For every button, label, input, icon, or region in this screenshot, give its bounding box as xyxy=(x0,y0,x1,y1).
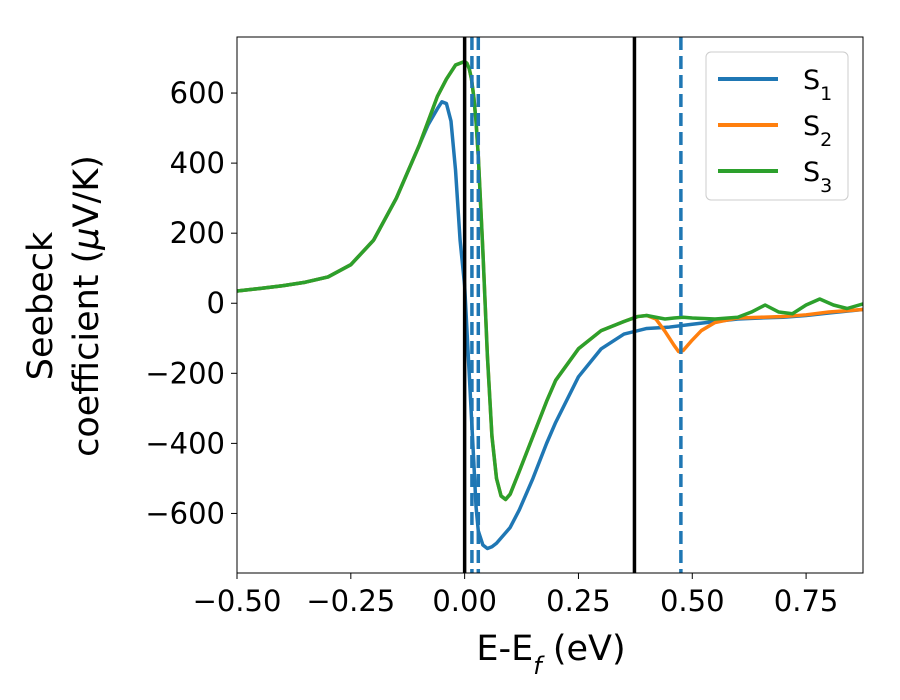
y-tick-label: −200 xyxy=(145,356,225,390)
x-tick-label: 0.75 xyxy=(774,584,839,618)
legend-entry-s2: S2 xyxy=(718,111,832,151)
plot-content xyxy=(237,37,863,573)
legend-label-s2: S2 xyxy=(803,111,832,151)
x-tick-label: −0.50 xyxy=(193,584,282,618)
plot-frame xyxy=(236,36,864,574)
y-axis-label: Seebeck coefficient (μV/K) xyxy=(21,155,107,457)
legend-label-s1: S1 xyxy=(803,65,832,105)
y-tick-label: −600 xyxy=(145,496,225,530)
x-tick-label: 0.50 xyxy=(660,584,725,618)
y-tick-label: 400 xyxy=(170,146,225,180)
axis-ticks: −0.50 −0.25 0.00 0.25 0.50 0.75 −600 −400 −200 0 2… xyxy=(145,76,838,618)
x-tick-label: −0.25 xyxy=(306,584,395,618)
legend-label-s3: S3 xyxy=(803,157,832,197)
y-tick-label: −400 xyxy=(145,426,225,460)
y-tick-label: 600 xyxy=(170,76,225,110)
x-tick-label: 0.25 xyxy=(546,584,611,618)
x-axis-label: E-Ef (eV) xyxy=(476,629,625,680)
plot-area xyxy=(237,37,863,573)
y-tick-label: 200 xyxy=(170,216,225,250)
y-tick-label: 0 xyxy=(207,286,225,320)
series-line-s3 xyxy=(237,59,863,502)
axes-frame xyxy=(236,36,864,574)
legend-entry-s3: S3 xyxy=(718,157,832,197)
legend-entry-s1: S1 xyxy=(718,65,832,105)
legend: S1 S2 S3 xyxy=(705,51,849,201)
x-tick-label: 0.00 xyxy=(432,584,497,618)
y-axis-label-line1: Seebeck xyxy=(21,231,61,380)
y-axis-label-line2: coefficient (μV/K) xyxy=(67,155,107,457)
